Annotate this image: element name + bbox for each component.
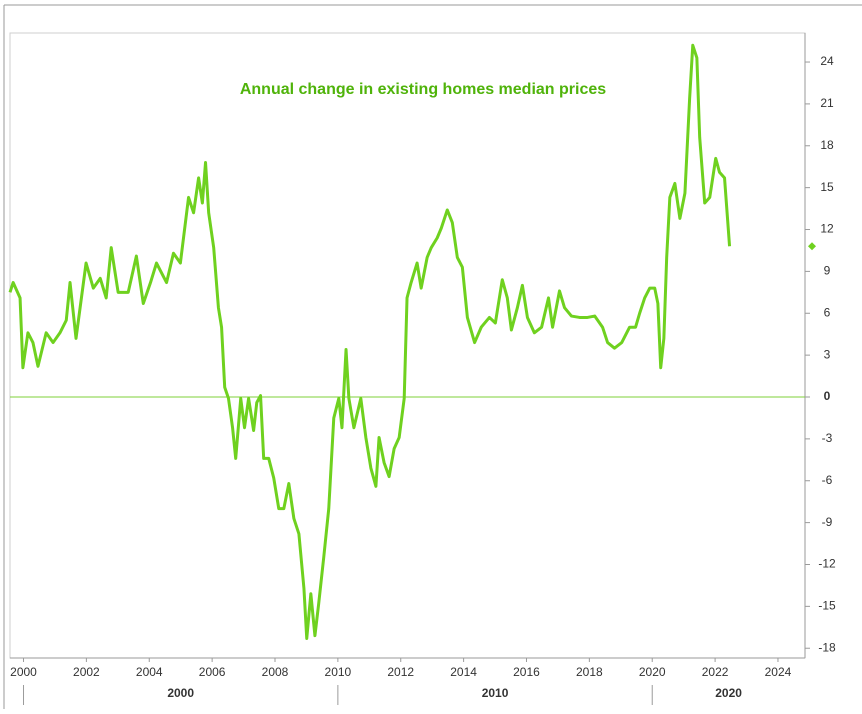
y-tick-label: 24 xyxy=(820,54,834,68)
y-tick-label: 15 xyxy=(820,180,834,194)
last-value-marker xyxy=(808,242,816,251)
y-tick-label: 21 xyxy=(820,96,834,110)
x-tick-label: 2002 xyxy=(73,665,100,679)
x-tick-label: 2024 xyxy=(765,665,792,679)
y-tick-label: 0 xyxy=(824,389,831,403)
y-tick-label: -15 xyxy=(818,599,836,613)
x-group-label: 2020 xyxy=(715,686,742,700)
x-tick-label: 2016 xyxy=(513,665,540,679)
y-tick-label: 18 xyxy=(820,138,834,152)
x-group-label: 2010 xyxy=(482,686,509,700)
chart-title: Annual change in existing homes median p… xyxy=(240,81,606,98)
x-tick-label: 2004 xyxy=(136,665,163,679)
y-tick-label: 9 xyxy=(824,264,831,278)
x-tick-label: 2020 xyxy=(639,665,666,679)
y-tick-label: -12 xyxy=(818,557,836,571)
y-tick-label: 12 xyxy=(820,222,834,236)
x-tick-label: 2010 xyxy=(325,665,352,679)
x-tick-label: 2008 xyxy=(262,665,289,679)
data-line xyxy=(8,43,732,640)
x-tick-label: 2014 xyxy=(450,665,477,679)
y-tick-label: -6 xyxy=(822,473,833,487)
x-tick-label: 2012 xyxy=(387,665,414,679)
x-group-label: 2000 xyxy=(167,686,194,700)
y-tick-label: 6 xyxy=(824,305,831,319)
x-tick-label: 2006 xyxy=(199,665,226,679)
y-tick-label: -9 xyxy=(822,515,833,529)
y-tick-label: -3 xyxy=(822,431,833,445)
y-tick-label: -18 xyxy=(818,640,836,654)
x-tick-label: 2018 xyxy=(576,665,603,679)
x-tick-label: 2000 xyxy=(10,665,37,679)
x-tick-label: 2022 xyxy=(702,665,729,679)
y-tick-label: 3 xyxy=(824,347,831,361)
